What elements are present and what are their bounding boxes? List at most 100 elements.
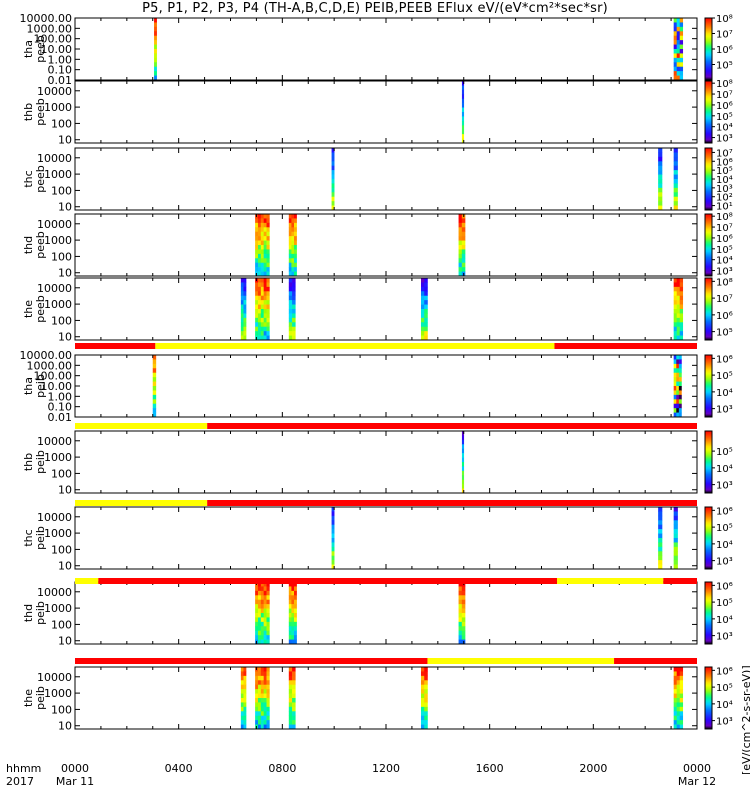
colorbar-tick-label: 10² xyxy=(716,193,733,204)
spectrogram-cell xyxy=(676,62,681,68)
y-tick-label: 10000 xyxy=(37,218,72,231)
spectrogram-cell xyxy=(240,309,244,314)
spectrogram-cell xyxy=(676,408,680,413)
spectrogram-cell xyxy=(240,720,244,725)
spectrogram-cell xyxy=(257,639,262,645)
spectrogram-cell xyxy=(266,214,270,219)
spectrogram-cell xyxy=(461,431,465,436)
y-tick-label: 0.01 xyxy=(48,74,73,87)
spectrogram-cell xyxy=(294,253,297,259)
colorbar xyxy=(704,80,713,144)
panel-product-label: peib xyxy=(34,526,47,550)
spectrogram-cell xyxy=(658,165,663,171)
spectrogram-cell xyxy=(152,399,157,405)
spectrogram-cell xyxy=(658,533,663,539)
spectrogram-cell xyxy=(673,372,677,378)
spectrogram-cell xyxy=(678,394,682,400)
y-tick-label: 10 xyxy=(58,484,72,497)
spectrogram-cell xyxy=(240,706,244,712)
spectrogram-cell xyxy=(294,245,297,250)
spectrogram-cell xyxy=(461,267,466,272)
spectrogram-cell xyxy=(424,698,428,703)
spectrogram-cell xyxy=(676,368,680,374)
spectrogram-cell xyxy=(679,62,684,68)
spectrogram-cell xyxy=(154,44,157,50)
spectrogram-cell xyxy=(673,148,678,153)
spectrogram-cell xyxy=(260,271,264,277)
spectrogram-cell xyxy=(292,286,296,292)
spectrogram-cell xyxy=(331,515,335,521)
spectrogram-cell xyxy=(679,689,684,694)
spectrogram-cell xyxy=(676,326,681,332)
spectrogram-cell xyxy=(243,313,247,319)
spectrogram-cell xyxy=(679,698,684,703)
spectrogram-cell xyxy=(461,626,466,632)
spectrogram-cell xyxy=(331,170,335,175)
spectrogram-cell xyxy=(152,394,157,400)
spectrogram-cell xyxy=(288,675,293,681)
mode-bar-segment xyxy=(207,423,698,429)
spectrogram-cell xyxy=(292,706,296,712)
spectrogram-cell xyxy=(673,390,677,396)
spectrogram-cell xyxy=(461,222,466,228)
spectrogram-cell xyxy=(240,295,244,301)
spectrogram-cell xyxy=(673,399,677,405)
spectrogram-cell xyxy=(424,309,428,314)
spectrogram-cell xyxy=(458,595,463,601)
spectrogram-cell xyxy=(288,291,293,297)
spectrogram-cell xyxy=(266,231,270,237)
spectrogram-cell xyxy=(260,684,264,690)
spectrogram-cell xyxy=(260,706,264,712)
spectrogram-cell xyxy=(255,684,259,690)
spectrogram-cell xyxy=(288,317,293,323)
spectrogram-cell xyxy=(458,613,463,618)
spectrogram-cell xyxy=(679,667,684,672)
spectrogram-cell xyxy=(679,335,684,341)
spectrogram-cell xyxy=(658,156,663,162)
spectrogram-cell xyxy=(257,586,262,592)
spectrogram-cell xyxy=(154,49,157,54)
spectrogram-burst xyxy=(240,667,247,730)
spectrogram-cell xyxy=(288,684,293,690)
spectrogram-cell xyxy=(266,286,270,292)
spectrogram-cell xyxy=(288,286,293,292)
spectrogram-cell xyxy=(424,689,428,694)
spectrogram-cell xyxy=(243,295,247,301)
spectrogram-cell xyxy=(243,304,247,310)
spectrogram-cell xyxy=(243,300,247,305)
spectrogram-cell xyxy=(678,363,682,369)
mode-bar xyxy=(75,658,697,664)
spectrogram-cell xyxy=(263,331,267,336)
spectrogram-cell xyxy=(461,599,466,605)
spectrogram-cell xyxy=(255,245,259,250)
spectrogram-cell xyxy=(658,542,663,548)
spectrogram-cell xyxy=(673,520,678,526)
spectrogram-cell xyxy=(331,148,335,153)
spectrogram-cell xyxy=(331,529,335,534)
spectrogram-cell xyxy=(266,309,270,314)
spectrogram-cell xyxy=(292,295,296,301)
spectrogram-cell xyxy=(263,693,267,699)
spectrogram-cell xyxy=(240,322,244,328)
spectrogram-cell xyxy=(658,196,663,202)
spectrogram-cell xyxy=(257,680,262,686)
spectrogram-cell xyxy=(266,608,270,614)
spectrogram-cell xyxy=(243,680,247,686)
spectrogram-cell xyxy=(152,408,157,413)
colorbar xyxy=(704,430,713,494)
spectrogram-cell xyxy=(288,693,293,699)
spectrogram-cell xyxy=(243,335,247,341)
spectrogram-cell xyxy=(676,282,681,288)
spectrogram-cell xyxy=(255,626,259,632)
spectrogram-cell xyxy=(673,689,677,694)
spectrogram-cell xyxy=(294,613,297,618)
spectrogram-cell xyxy=(673,381,677,387)
spectrogram-cell xyxy=(266,630,270,636)
spectrogram-cell xyxy=(420,702,425,708)
spectrogram-cell xyxy=(676,31,681,37)
spectrogram-cell xyxy=(255,326,259,332)
colorbar xyxy=(704,277,713,341)
spectrogram-cell xyxy=(260,286,264,292)
colorbar-tick-label: 10⁸ xyxy=(716,277,733,288)
spectrogram-cell xyxy=(266,291,270,297)
